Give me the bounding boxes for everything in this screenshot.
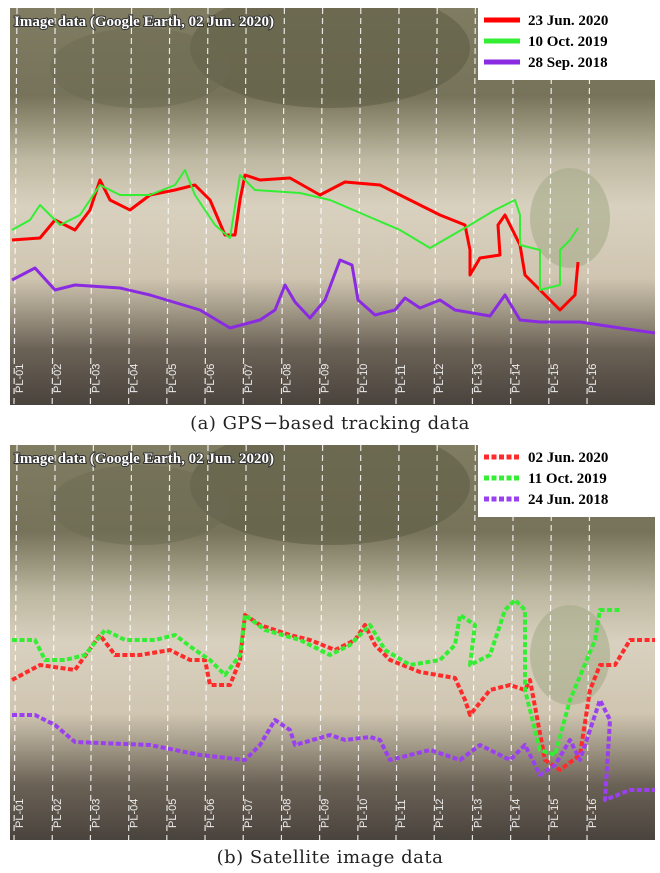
- image-label: Image data (Google Earth, 02 Jun. 2020): [14, 451, 274, 467]
- legend-label: 23 Jun. 2020: [528, 13, 608, 29]
- profile-label: PL-16: [587, 364, 599, 393]
- profile-label: PL-10: [358, 364, 370, 393]
- caption: (a) GPS−based tracking data: [0, 413, 660, 434]
- caption: (b) Satellite image data: [0, 847, 660, 868]
- profile-label: PL-07: [243, 799, 255, 828]
- profile-label: PL-08: [281, 799, 293, 828]
- profile-label: PL-02: [52, 799, 64, 828]
- profile-label: PL-11: [396, 364, 408, 393]
- legend-label: 02 Jun. 2020: [528, 450, 608, 466]
- profile-label: PL-05: [167, 364, 179, 393]
- legend-label: 10 Oct. 2019: [528, 34, 608, 50]
- profile-label: PL-03: [90, 799, 102, 828]
- profile-label: PL-15: [549, 364, 561, 393]
- image-label: Image data (Google Earth, 02 Jun. 2020): [14, 14, 274, 30]
- profile-label: PL-12: [434, 364, 446, 393]
- profile-label: PL-01: [14, 799, 26, 828]
- legend-label: 28 Sep. 2018: [528, 55, 608, 71]
- profile-label: PL-09: [320, 799, 332, 828]
- profile-label: PL-07: [243, 364, 255, 393]
- profile-label: PL-13: [472, 364, 484, 393]
- profile-label: PL-08: [281, 364, 293, 393]
- profile-label: PL-09: [320, 364, 332, 393]
- profile-label: PL-14: [511, 364, 523, 393]
- profile-label: PL-11: [396, 799, 408, 828]
- profile-label: PL-03: [90, 364, 102, 393]
- profile-label: PL-02: [52, 364, 64, 393]
- profile-label: PL-14: [511, 799, 523, 828]
- panel-a: PL-01 PL-02 PL-03 PL-04 PL-05 PL-06 PL-07 PL-08…: [10, 8, 655, 405]
- profile-label: PL-04: [129, 799, 141, 828]
- legend-label: 11 Oct. 2019: [528, 471, 607, 487]
- profile-label: PL-13: [472, 799, 484, 828]
- profile-label: PL-01: [14, 364, 26, 393]
- page: PL-01 PL-02 PL-03 PL-04 PL-05 PL-06 PL-07 PL-08…: [0, 0, 660, 873]
- profile-label: PL-16: [587, 799, 599, 828]
- profile-label: PL-06: [205, 364, 217, 393]
- profile-label: PL-04: [129, 364, 141, 393]
- legend-label: 24 Jun. 2018: [528, 492, 608, 508]
- profile-label: PL-05: [167, 799, 179, 828]
- profile-label: PL-15: [549, 799, 561, 828]
- profile-label: PL-06: [205, 799, 217, 828]
- profile-label: PL-12: [434, 799, 446, 828]
- profile-label: PL-10: [358, 799, 370, 828]
- panel-b: PL-01 PL-02 PL-03 PL-04 PL-05 PL-06 PL-07 PL-08…: [10, 445, 655, 840]
